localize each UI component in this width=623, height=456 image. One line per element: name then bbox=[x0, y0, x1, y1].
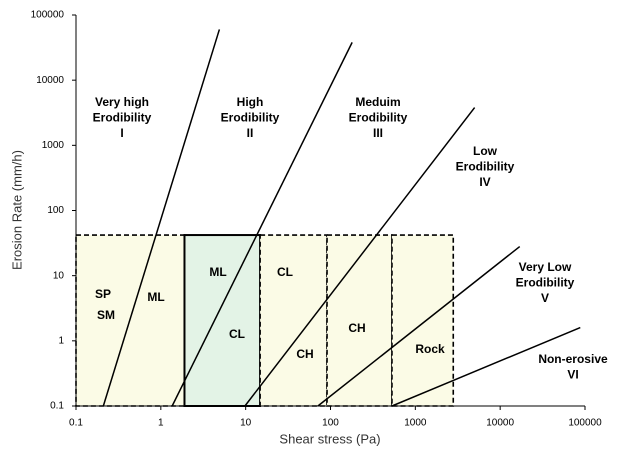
zone-label: ML bbox=[147, 290, 164, 304]
zone-label: CL bbox=[229, 327, 245, 341]
region-label: Erodibility bbox=[456, 160, 515, 174]
x-tick-label: 1000 bbox=[404, 418, 427, 429]
zone bbox=[183, 234, 262, 407]
region-label: Non-erosive bbox=[538, 352, 608, 366]
x-axis-label: Shear stress (Pa) bbox=[279, 431, 380, 446]
region-label: IV bbox=[479, 175, 490, 189]
zone-label: CL bbox=[277, 265, 293, 279]
y-axis-label: Erosion Rate (mm/h) bbox=[9, 150, 24, 270]
zone-label: CH bbox=[348, 321, 365, 335]
zone bbox=[259, 234, 328, 407]
zone bbox=[391, 234, 455, 407]
boundary-line bbox=[244, 107, 476, 407]
region-label: Very high bbox=[95, 95, 149, 109]
region-label: VI bbox=[567, 368, 578, 382]
x-tick-label: 10000 bbox=[486, 418, 514, 429]
boundary-line bbox=[171, 42, 353, 407]
x-tick-label: 10 bbox=[240, 418, 252, 429]
region-label: II bbox=[247, 126, 254, 140]
region-label: V bbox=[541, 291, 549, 305]
boundary-line bbox=[317, 245, 521, 407]
x-tick-label: 1 bbox=[158, 418, 164, 429]
x-tick-label: 100 bbox=[322, 418, 339, 429]
y-tick-label: 1 bbox=[58, 335, 64, 346]
y-tick-label: 0.1 bbox=[50, 401, 64, 412]
y-tick-label: 100 bbox=[47, 205, 64, 216]
y-tick-label: 10 bbox=[53, 270, 65, 281]
region-label: Very Low bbox=[519, 260, 572, 274]
zone-label: CH bbox=[296, 347, 313, 361]
region-label: Erodibility bbox=[221, 111, 280, 125]
boundary-line bbox=[102, 29, 221, 407]
zone-label: SP bbox=[95, 287, 111, 301]
y-tick-label: 10000 bbox=[36, 75, 64, 86]
region-label: High bbox=[237, 95, 264, 109]
region-label: Erodibility bbox=[516, 276, 575, 290]
zone bbox=[326, 234, 393, 407]
region-label: III bbox=[373, 126, 383, 140]
y-tick-label: 1000 bbox=[42, 140, 65, 151]
zone-label: SM bbox=[97, 308, 115, 322]
region-label: Erodibility bbox=[349, 111, 408, 125]
y-tick-label: 100000 bbox=[31, 10, 65, 21]
region-label: Meduim bbox=[355, 95, 400, 109]
zone-label: Rock bbox=[415, 342, 445, 356]
region-label: Low bbox=[473, 144, 498, 158]
zone-label: ML bbox=[209, 265, 226, 279]
x-tick-label: 0.1 bbox=[69, 418, 83, 429]
boundary-line bbox=[391, 326, 581, 407]
x-tick-label: 100000 bbox=[568, 418, 602, 429]
region-label: Erodibility bbox=[93, 111, 152, 125]
region-label: I bbox=[120, 126, 123, 140]
